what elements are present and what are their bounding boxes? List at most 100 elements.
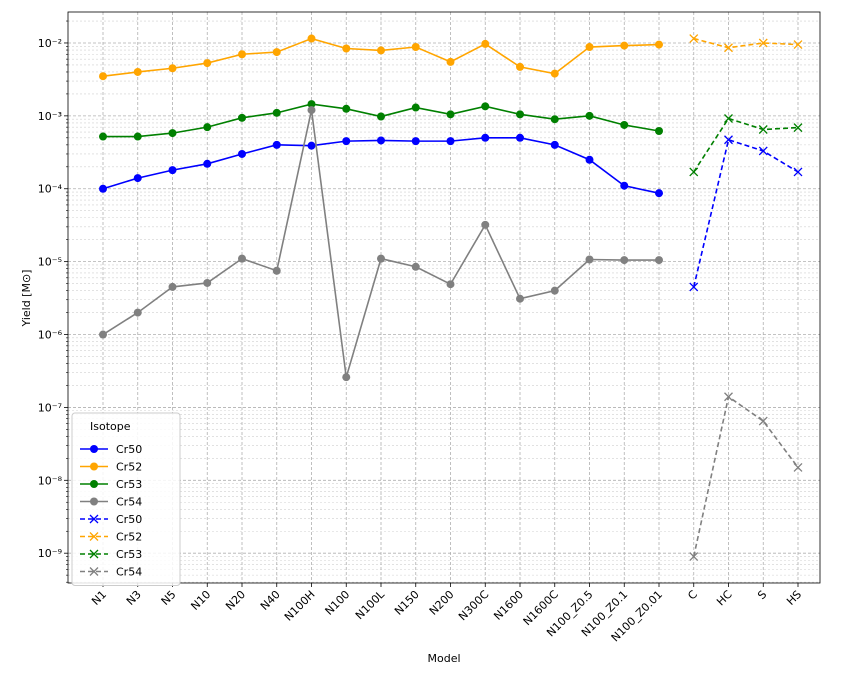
- data-point: [168, 282, 177, 291]
- x-tick-label: N100: [323, 588, 353, 618]
- data-point: [550, 286, 559, 295]
- data-point: [272, 108, 281, 117]
- data-point: [758, 416, 768, 426]
- data-point: [620, 256, 629, 265]
- data-point: [307, 106, 316, 115]
- x-tick-label: N200: [427, 588, 457, 618]
- data-point: [377, 136, 385, 145]
- data-point: [585, 255, 594, 264]
- data-point: [620, 120, 629, 129]
- data-point: [203, 159, 212, 168]
- y-tick-label: 10⁻²: [38, 37, 62, 50]
- y-axis-label: Yield [M⊙]: [20, 270, 33, 328]
- x-tick-label: N1: [89, 588, 109, 608]
- data-point: [307, 34, 316, 43]
- plot-frame: [67, 11, 821, 584]
- data-point: [203, 278, 212, 287]
- data-point: [133, 174, 142, 183]
- series-line: [693, 117, 799, 173]
- data-point: [307, 141, 316, 150]
- data-point: [411, 43, 420, 52]
- data-point: [620, 181, 629, 190]
- x-tick-label: N3: [124, 588, 144, 608]
- data-point: [377, 254, 385, 263]
- legend-label: Cr53: [116, 548, 142, 561]
- data-point: [238, 50, 246, 59]
- data-point: [550, 69, 559, 78]
- data-point: [724, 114, 733, 123]
- data-point: [689, 282, 699, 292]
- data-point: [724, 392, 733, 402]
- data-point: [272, 140, 281, 149]
- data-point: [655, 189, 663, 198]
- data-point: [516, 110, 524, 119]
- data-point: [550, 115, 559, 124]
- x-tick-label: S: [755, 588, 769, 602]
- data-point: [585, 111, 594, 120]
- legend-marker: [89, 567, 99, 576]
- data-point: [620, 41, 629, 50]
- data-point: [203, 59, 212, 68]
- data-point: [99, 330, 107, 339]
- data-point: [793, 167, 803, 177]
- data-point: [168, 129, 177, 138]
- data-point: [516, 133, 524, 142]
- data-point: [758, 146, 768, 156]
- legend-marker: [90, 462, 98, 471]
- data-point: [689, 34, 699, 44]
- data-point: [342, 44, 351, 53]
- data-point: [585, 155, 594, 164]
- data-point: [516, 62, 524, 71]
- legend-marker: [89, 549, 99, 559]
- data-point: [516, 294, 524, 303]
- x-tick-label: N150: [392, 588, 422, 618]
- data-point: [411, 137, 420, 146]
- data-point: [133, 132, 142, 141]
- data-point: [550, 140, 559, 149]
- legend-label: Cr52: [116, 531, 142, 544]
- data-point: [307, 100, 316, 109]
- x-tick-label: N40: [258, 588, 283, 613]
- data-point: [99, 132, 107, 141]
- y-tick-label: 10⁻⁹: [38, 547, 62, 560]
- data-point: [481, 133, 490, 142]
- y-tick-label: 10⁻⁶: [38, 329, 63, 342]
- x-tick-label: N20: [223, 588, 248, 613]
- x-tick-label: HC: [714, 588, 735, 609]
- data-point: [724, 135, 733, 145]
- data-point: [689, 167, 699, 177]
- legend-label: Cr52: [116, 461, 142, 474]
- legend-box: [71, 412, 181, 586]
- legend-label: Cr54: [116, 496, 142, 509]
- data-point: [481, 220, 490, 229]
- data-point: [655, 40, 663, 49]
- legend-marker: [90, 480, 98, 488]
- data-point: [238, 113, 246, 122]
- x-tick-label: N100H: [282, 588, 318, 624]
- data-point: [99, 72, 107, 81]
- legend-label: Cr54: [116, 566, 142, 579]
- y-tick-label: 10⁻³: [38, 110, 62, 123]
- data-point: [272, 48, 281, 57]
- x-tick-label: HS: [784, 588, 804, 608]
- legend-marker: [90, 445, 98, 453]
- data-point: [689, 552, 699, 561]
- data-point: [758, 38, 768, 48]
- data-point: [342, 373, 351, 382]
- data-point: [655, 256, 663, 265]
- data-point: [238, 254, 246, 263]
- data-point: [377, 112, 385, 121]
- data-point: [411, 262, 420, 271]
- x-tick-label: N10: [188, 588, 213, 613]
- x-tick-label: N300C: [456, 588, 492, 624]
- data-point: [724, 43, 733, 53]
- data-point: [481, 39, 490, 48]
- data-point: [793, 123, 803, 133]
- x-tick-label: N5: [159, 588, 179, 608]
- data-point: [168, 166, 177, 175]
- data-point: [99, 184, 107, 193]
- y-tick-label: 10⁻⁵: [38, 256, 62, 269]
- data-point: [446, 57, 455, 66]
- legend-marker: [89, 532, 99, 541]
